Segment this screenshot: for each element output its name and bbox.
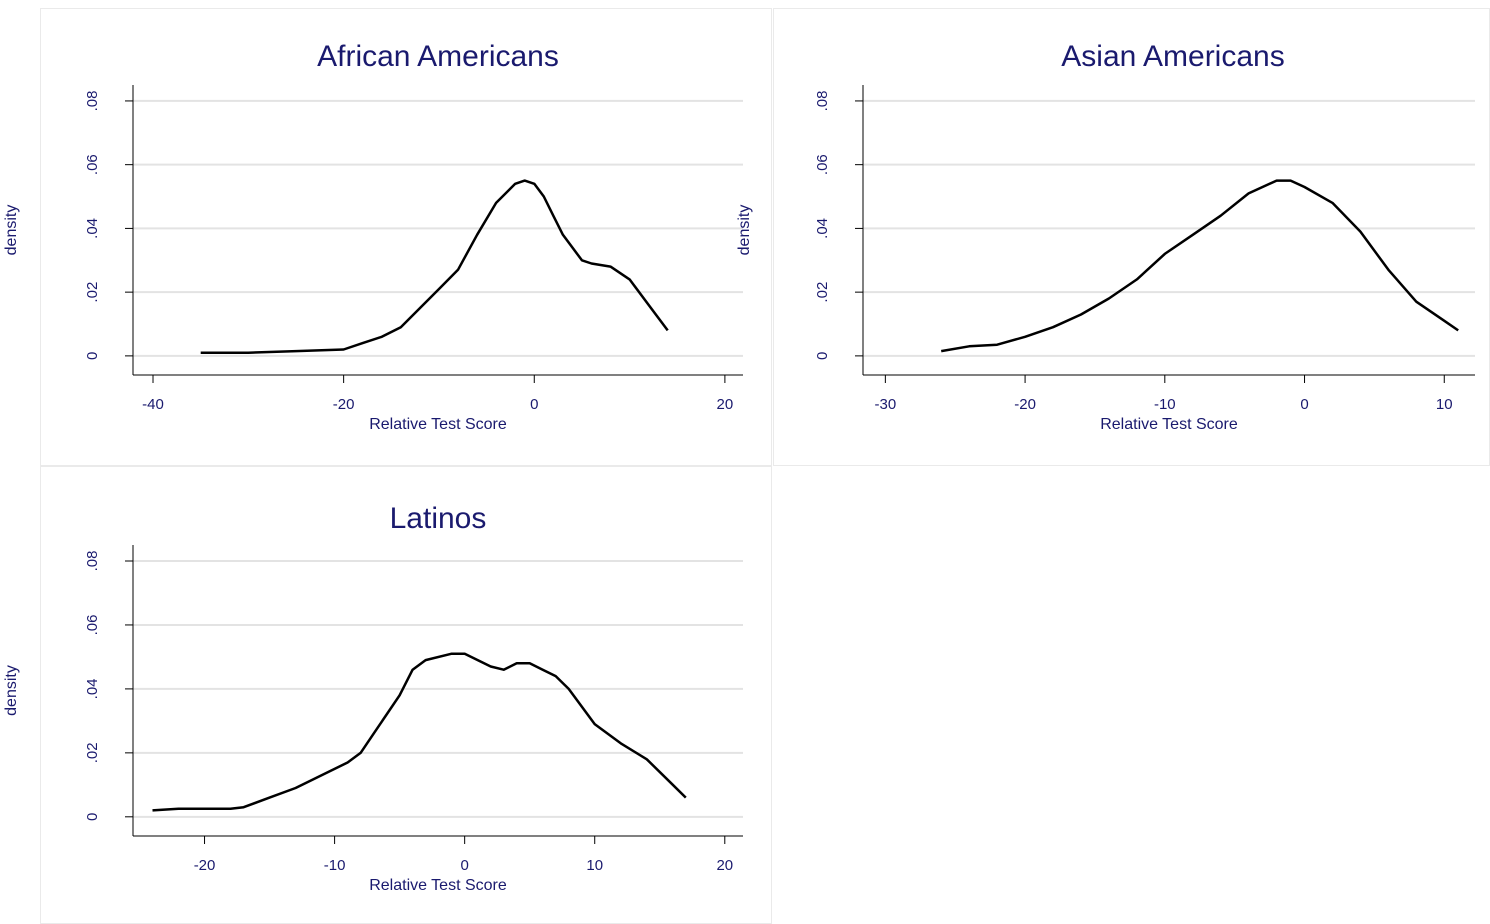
y-tick-label: .08 [84,91,101,112]
y-tick-label: .06 [84,154,101,175]
chart-title: African Americans [317,40,559,73]
x-tick-label: -20 [194,857,216,874]
y-tick-label: .08 [814,91,831,112]
y-tick-label: .02 [84,282,101,303]
y-axis-label: density [3,665,20,716]
y-tick-label: .04 [84,678,101,699]
x-tick-label: -30 [875,396,897,413]
x-tick-label: -10 [1154,396,1176,413]
x-tick-label: 20 [717,396,734,413]
y-tick-label: .04 [814,218,831,239]
x-axis-label: Relative Test Score [1100,416,1238,433]
x-tick-label: -10 [324,857,346,874]
density-line [152,652,687,812]
x-tick-label: -40 [142,396,164,413]
x-tick-label: -20 [1014,396,1036,413]
y-tick-label: .08 [84,551,101,572]
y-tick-label: 0 [84,352,101,360]
chart-title: Asian Americans [1061,40,1284,73]
chart-title: Latinos [390,502,487,535]
y-tick-label: 0 [814,352,831,360]
y-tick-label: .06 [814,154,831,175]
x-axis-label: Relative Test Score [369,877,507,894]
x-tick-label: 10 [1436,396,1453,413]
y-tick-label: .04 [84,218,101,239]
y-axis-label: density [3,205,20,256]
y-tick-label: .02 [84,742,101,763]
y-axis-label: density [736,205,753,256]
x-axis-label: Relative Test Score [369,416,507,433]
panel-frame [40,8,772,466]
x-tick-label: 0 [1300,396,1308,413]
density-line [940,179,1459,353]
y-tick-label: .06 [84,615,101,636]
x-tick-label: 0 [530,396,538,413]
x-tick-label: 0 [460,857,468,874]
density-line [200,179,669,354]
x-tick-label: -20 [333,396,355,413]
y-tick-label: 0 [84,813,101,821]
y-tick-label: .02 [814,282,831,303]
x-tick-label: 20 [716,857,733,874]
x-tick-label: 10 [586,857,603,874]
